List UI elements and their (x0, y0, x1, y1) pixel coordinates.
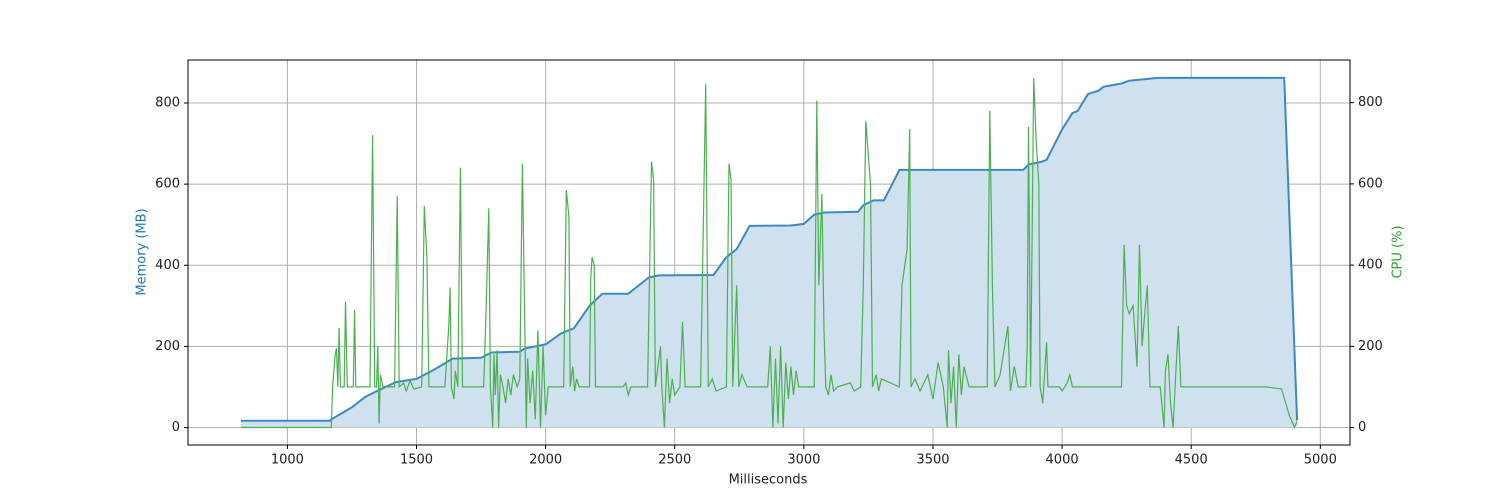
x-tick-label: 3000 (787, 453, 820, 468)
x-tick-label: 2500 (658, 453, 691, 468)
x-tick-label: 4000 (1046, 453, 1079, 468)
y-tick-label: 400 (155, 258, 180, 273)
x-tick-label: 1000 (271, 453, 304, 468)
y2-axis-label: CPU (%) (1391, 225, 1406, 278)
x-tick-label: 3500 (916, 453, 949, 468)
y-tick-label: 600 (155, 177, 180, 192)
plot-frame (187, 59, 1351, 446)
y-tick-label: 0 (172, 420, 180, 435)
y2-tick-label: 800 (1358, 95, 1383, 110)
y2-tick-label: 400 (1358, 258, 1383, 273)
y2-tick-label: 0 (1358, 420, 1366, 435)
y-tick-label: 800 (155, 96, 180, 111)
y-tick-label: 200 (155, 339, 180, 354)
y-axis-label: Memory (MB) (135, 208, 150, 295)
x-tick-label: 4500 (1175, 453, 1208, 468)
x-axis-label: Milliseconds (729, 473, 808, 488)
x-tick-label: 5000 (1304, 453, 1337, 468)
x-tick-label: 1500 (400, 453, 433, 468)
y2-tick-label: 200 (1358, 339, 1383, 354)
y2-tick-label: 600 (1358, 176, 1383, 191)
x-tick-label: 2000 (529, 453, 562, 468)
line (240, 78, 1298, 430)
